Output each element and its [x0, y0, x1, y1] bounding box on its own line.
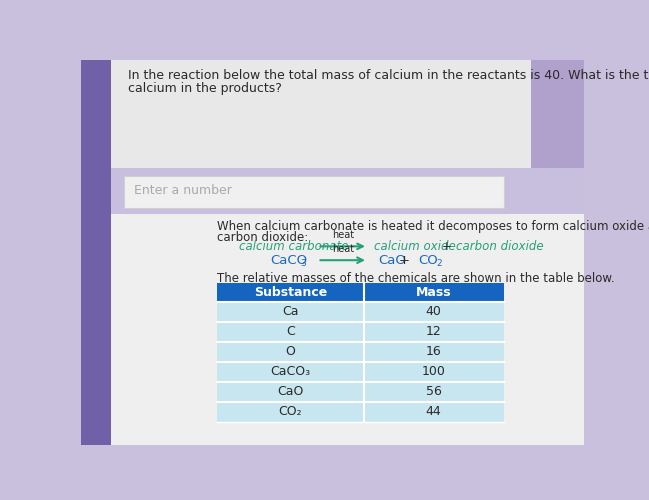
Bar [217, 342, 504, 362]
Text: 12: 12 [426, 326, 441, 338]
Text: heat: heat [332, 230, 354, 240]
Text: 3: 3 [300, 259, 306, 268]
Text: heat: heat [332, 244, 354, 254]
Bar [217, 382, 504, 402]
Text: CaO: CaO [277, 386, 304, 398]
Bar [110, 168, 585, 214]
Text: O: O [286, 346, 295, 358]
Text: Substance: Substance [254, 286, 327, 299]
Bar [124, 176, 504, 208]
Bar [217, 402, 504, 422]
Text: 2: 2 [436, 259, 442, 268]
Text: CO: CO [418, 254, 438, 266]
Bar [217, 362, 504, 382]
Text: The relative masses of the chemicals are shown in the table below.: The relative masses of the chemicals are… [217, 272, 615, 285]
Bar [110, 60, 585, 168]
Bar [531, 60, 584, 368]
Text: CaCO: CaCO [270, 254, 308, 266]
Text: 40: 40 [426, 306, 442, 318]
Text: calcium carbonate: calcium carbonate [239, 240, 349, 253]
Text: Ca: Ca [282, 306, 299, 318]
Text: CaO: CaO [378, 254, 406, 266]
Bar [217, 284, 504, 302]
Text: CO₂: CO₂ [278, 406, 302, 418]
Text: +: + [442, 240, 452, 253]
Text: 56: 56 [426, 386, 442, 398]
Text: 100: 100 [422, 366, 446, 378]
Text: 16: 16 [426, 346, 441, 358]
Bar [217, 302, 504, 322]
Text: 44: 44 [426, 406, 441, 418]
Text: +: + [398, 254, 410, 266]
Text: In the reaction below the total mass of calcium in the reactants is 40. What is : In the reaction below the total mass of … [128, 69, 649, 82]
Text: When calcium carbonate is heated it decomposes to form calcium oxide and: When calcium carbonate is heated it deco… [217, 220, 649, 233]
Text: Enter a number: Enter a number [134, 184, 232, 196]
Bar [110, 214, 585, 445]
Text: calcium in the products?: calcium in the products? [128, 82, 282, 94]
Text: carbon dioxide: carbon dioxide [456, 240, 544, 253]
Text: Mass: Mass [416, 286, 452, 299]
Text: C: C [286, 326, 295, 338]
Bar [217, 322, 504, 342]
Bar [531, 60, 584, 168]
Text: CaCO₃: CaCO₃ [271, 366, 310, 378]
Text: calcium oxide: calcium oxide [374, 240, 456, 253]
Bar [81, 60, 110, 445]
Text: carbon dioxide:: carbon dioxide: [217, 231, 308, 244]
